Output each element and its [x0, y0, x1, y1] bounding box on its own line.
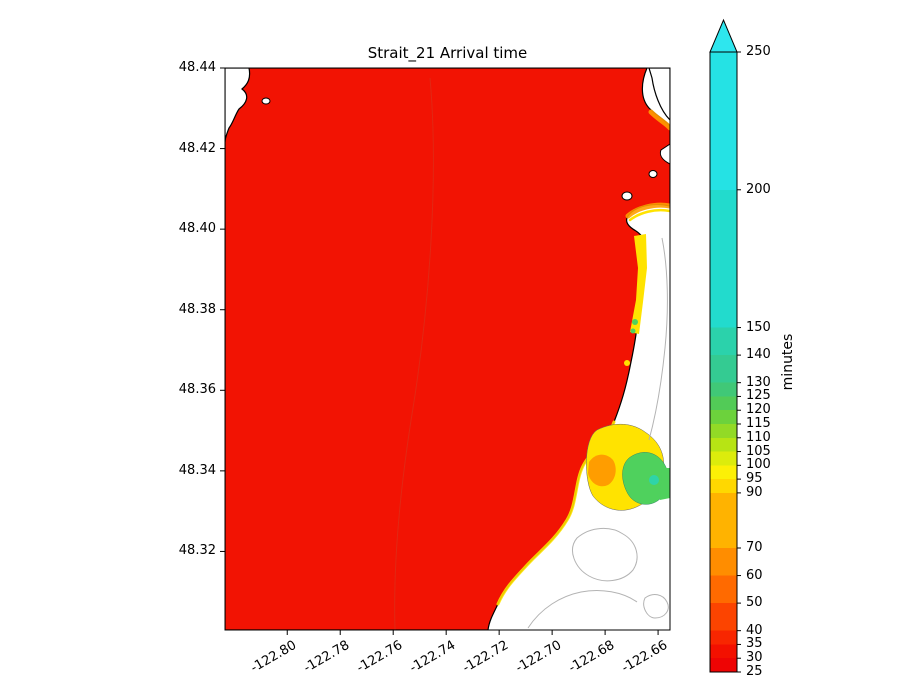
- y-tick-label: 48.44: [178, 60, 216, 75]
- x-tick-label: -122.80: [248, 637, 300, 676]
- colorbar-tick-label: 140: [746, 347, 771, 363]
- colorbar-tick-label: 110: [746, 429, 771, 445]
- x-tick-label: -122.70: [513, 637, 565, 676]
- colorbar-tick-label: 130: [746, 374, 771, 390]
- x-tick-label: -122.76: [354, 637, 406, 676]
- colorbar-tick-label: 25: [746, 664, 763, 679]
- y-tick-label: 48.32: [178, 543, 216, 559]
- colorbar-axis-label: minutes: [780, 333, 796, 391]
- y-tick-label: 48.38: [178, 301, 216, 317]
- y-tick-label: 48.40: [178, 221, 216, 237]
- colorbar-tick-label: 105: [746, 443, 771, 459]
- colorbar-tick-label: 115: [746, 416, 771, 431]
- x-tick-label: -122.74: [407, 637, 459, 676]
- colorbar-tick-label: 200: [746, 181, 771, 197]
- colorbar-tick-label: 50: [746, 595, 763, 611]
- colorbar-tick-label: 30: [746, 650, 763, 666]
- colorbar-tick-label: 150: [746, 319, 771, 335]
- x-tick-label: -122.66: [619, 637, 671, 676]
- x-tick-label: -122.68: [566, 637, 618, 676]
- colorbar-tick-label: 100: [746, 457, 771, 473]
- y-tick-label: 48.42: [178, 140, 216, 156]
- y-tick-label: 48.34: [178, 462, 216, 478]
- colorbar-tick-label: 40: [746, 622, 763, 638]
- colorbar-tick-label: 70: [746, 540, 763, 555]
- colorbar-tick-label: 120: [746, 402, 771, 418]
- x-tick-label: -122.72: [460, 637, 512, 676]
- colorbar-tick-label: 125: [746, 388, 771, 404]
- y-tick-label: 48.36: [178, 382, 216, 398]
- plot-title: Strait_21 Arrival time: [367, 44, 528, 62]
- colorbar-tick-label: 90: [746, 484, 763, 500]
- colorbar-tick-label: 95: [746, 471, 763, 487]
- colorbar-tick-label: 60: [746, 567, 763, 583]
- x-tick-label: -122.78: [301, 637, 353, 676]
- colorbar-tick-label: 35: [746, 636, 763, 652]
- colorbar-tick-label: 250: [746, 44, 771, 59]
